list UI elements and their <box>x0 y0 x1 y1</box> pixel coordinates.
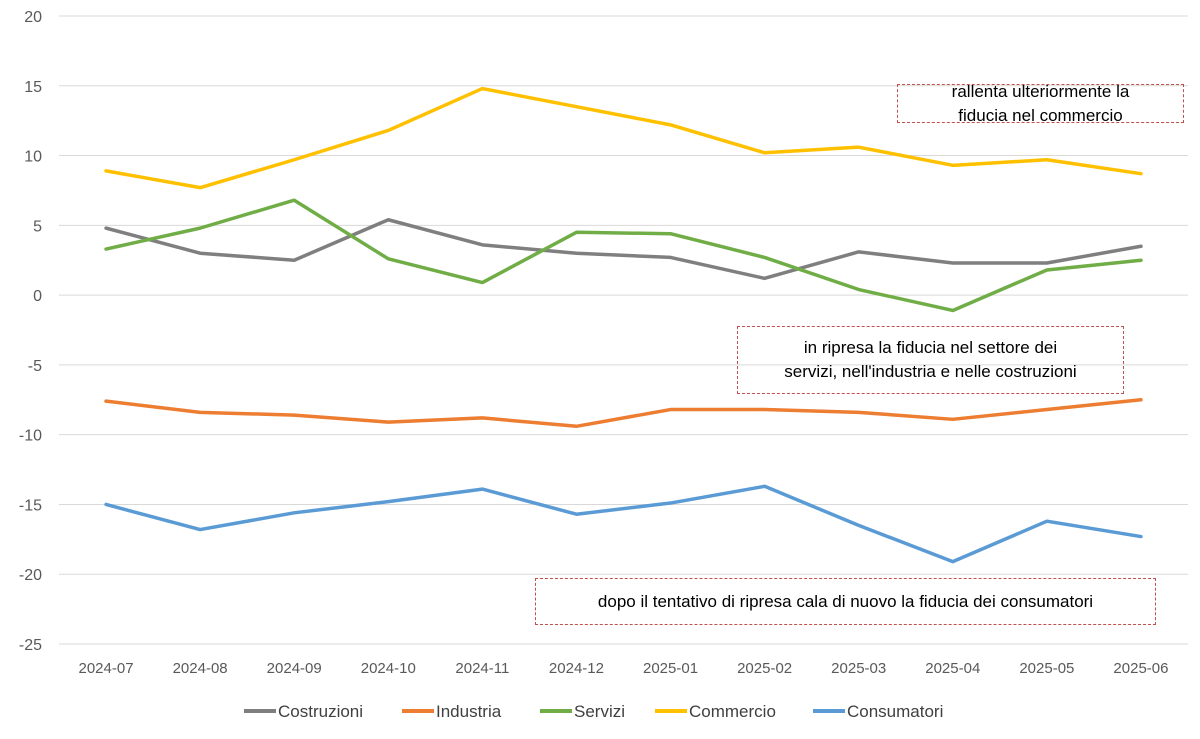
legend-label-commercio: Commercio <box>689 702 776 721</box>
series-line-commercio <box>104 86 1143 190</box>
x-tick-label: 2024-11 <box>455 660 509 677</box>
x-tick-label: 2025-03 <box>831 660 886 677</box>
legend-label-servizi: Servizi <box>574 702 625 721</box>
y-tick-label: -5 <box>28 358 42 375</box>
x-tick-label: 2024-10 <box>361 660 416 677</box>
x-tick-label: 2024-08 <box>173 660 228 677</box>
annotation-servizi-industria: in ripresa la fiducia nel settore dei se… <box>737 326 1124 394</box>
legend-label-consumatori: Consumatori <box>847 702 943 721</box>
y-tick-label: 15 <box>24 79 42 96</box>
legend-label-costruzioni: Costruzioni <box>278 702 363 721</box>
annotation-line: dopo il tentativo di ripresa cala di nuo… <box>597 591 1094 611</box>
x-tick-label: 2024-07 <box>79 660 134 677</box>
y-tick-label: -25 <box>19 637 42 654</box>
y-tick-label: -15 <box>19 497 42 514</box>
series-line-servizi <box>104 198 1143 313</box>
series-line-industria <box>104 398 1143 429</box>
x-tick-label: 2025-01 <box>643 660 698 677</box>
annotation-consumatori: dopo il tentativo di ripresa cala di nuo… <box>535 578 1156 625</box>
y-tick-label: 10 <box>24 149 42 166</box>
y-tick-label: -20 <box>19 567 42 584</box>
legend-label-industria: Industria <box>436 702 502 721</box>
series-line-costruzioni <box>104 218 1143 281</box>
series-line-consumatori <box>104 484 1143 564</box>
annotation-line: rallenta ulteriormente la <box>951 81 1130 101</box>
x-tick-label: 2024-09 <box>267 660 322 677</box>
x-tick-label: 2025-02 <box>737 660 792 677</box>
x-tick-label: 2024-12 <box>549 660 604 677</box>
annotation-line: in ripresa la fiducia nel settore dei <box>803 338 1058 357</box>
x-tick-label: 2025-04 <box>925 660 980 677</box>
annotation-line: servizi, nell'industria e nelle costruzi… <box>784 362 1077 381</box>
annotation-line: fiducia nel commercio <box>958 105 1123 125</box>
y-tick-label: 20 <box>24 9 42 26</box>
y-tick-label: 5 <box>33 218 42 235</box>
annotation-commercio: rallenta ulteriormente la fiducia nel co… <box>897 82 1184 125</box>
x-tick-label: 2025-05 <box>1019 660 1074 677</box>
y-tick-label: -10 <box>19 428 42 445</box>
x-tick-label: 2025-06 <box>1113 660 1168 677</box>
y-tick-label: 0 <box>33 288 42 305</box>
